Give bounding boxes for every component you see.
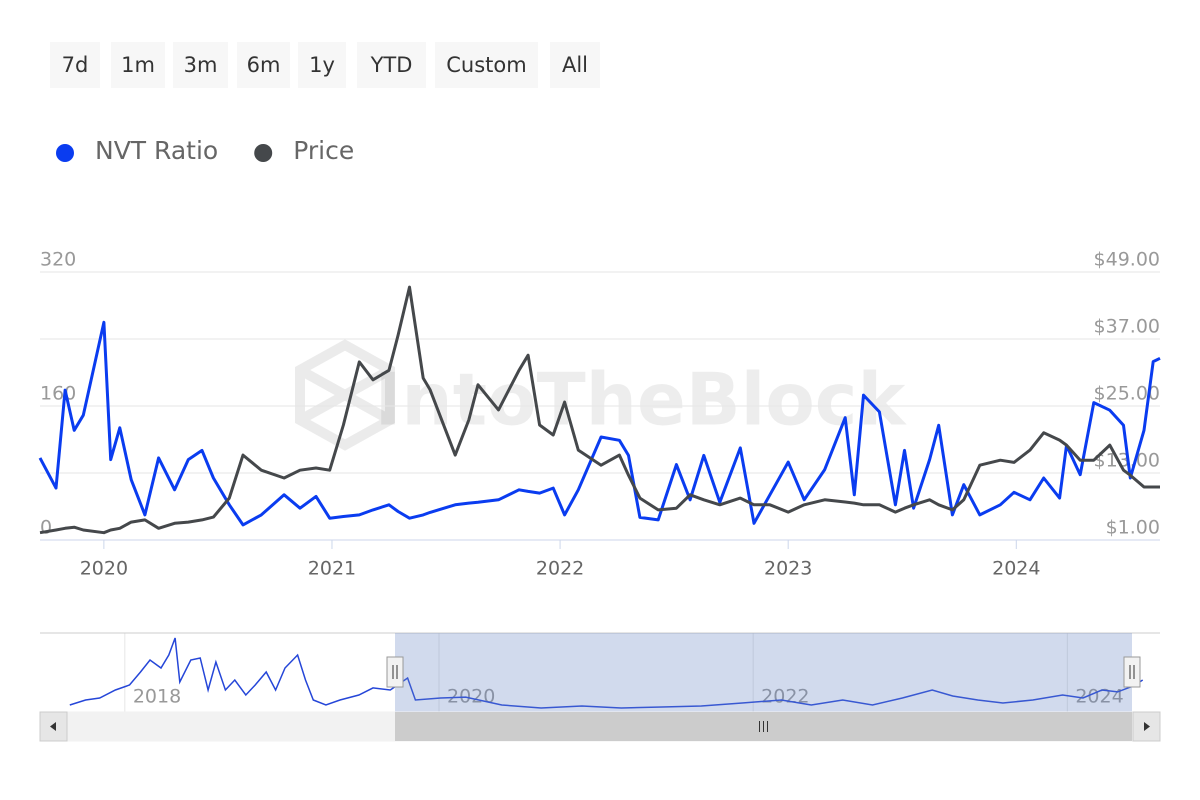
button-label: All xyxy=(562,53,588,77)
button-label: Custom xyxy=(446,53,526,77)
range-button[interactable]: Custom xyxy=(435,42,538,88)
watermark: IntoTheBlock xyxy=(375,358,908,442)
range-button[interactable]: 1m xyxy=(111,42,165,88)
y-tick-label: 0 xyxy=(40,517,52,539)
button-bg xyxy=(111,42,165,88)
range-button[interactable]: 3m xyxy=(173,42,228,88)
y-tick-label: 160 xyxy=(40,383,76,405)
button-label: 1y xyxy=(309,53,335,77)
button-bg xyxy=(550,42,600,88)
button-label: 6m xyxy=(247,53,281,77)
legend-marker xyxy=(56,144,74,162)
legend-marker xyxy=(254,144,273,162)
x-tick-label: 2023 xyxy=(764,558,812,580)
navigator-selection xyxy=(395,633,1132,712)
y-tick-label: 320 xyxy=(40,249,76,271)
button-label: YTD xyxy=(370,53,413,77)
x-tick-label: 2020 xyxy=(80,558,128,580)
scroll-right-arrow xyxy=(1144,722,1150,731)
button-label: 7d xyxy=(62,53,89,77)
button-bg xyxy=(298,42,346,88)
navigator-tick-label: 2018 xyxy=(133,686,181,708)
range-selector: 7d 1m 3m 6m 1y YTD Custom All xyxy=(50,42,600,88)
x-tick-label: 2021 xyxy=(308,558,356,580)
y2-tick-label: $25.00 xyxy=(1094,383,1160,405)
navigator-handle[interactable] xyxy=(1123,656,1141,688)
navigator-line xyxy=(69,637,1144,709)
series-line xyxy=(39,285,1160,535)
button-label: 3m xyxy=(184,53,218,77)
navigator-handle[interactable] xyxy=(386,656,404,688)
x-tick-label: 2022 xyxy=(536,558,584,580)
series-line xyxy=(38,320,1161,527)
button-bg xyxy=(435,42,538,88)
y2-tick-label: $37.00 xyxy=(1094,316,1160,338)
navigator-tick-label: 2020 xyxy=(447,686,495,708)
range-button[interactable]: All xyxy=(550,42,600,88)
range-button[interactable]: 7d xyxy=(50,42,100,88)
button-label: 1m xyxy=(121,53,155,77)
legend-label: NVT Ratio xyxy=(95,136,218,165)
y2-tick-label: $1.00 xyxy=(1106,517,1160,539)
legend: NVT Ratio Price xyxy=(56,136,354,165)
legend-item[interactable]: Price xyxy=(254,136,354,165)
button-bg xyxy=(357,42,426,88)
button-bg xyxy=(173,42,228,88)
button-bg xyxy=(237,42,290,88)
scroll-left-arrow xyxy=(50,722,56,731)
range-button[interactable]: 6m xyxy=(237,42,290,88)
y2-tick-label: $49.00 xyxy=(1094,249,1160,271)
range-button[interactable]: 1y xyxy=(298,42,346,88)
legend-item[interactable]: NVT Ratio xyxy=(56,136,218,165)
button-bg xyxy=(50,42,100,88)
range-button[interactable]: YTD xyxy=(357,42,426,88)
x-tick-label: 2024 xyxy=(992,558,1040,580)
legend-label: Price xyxy=(293,136,354,165)
